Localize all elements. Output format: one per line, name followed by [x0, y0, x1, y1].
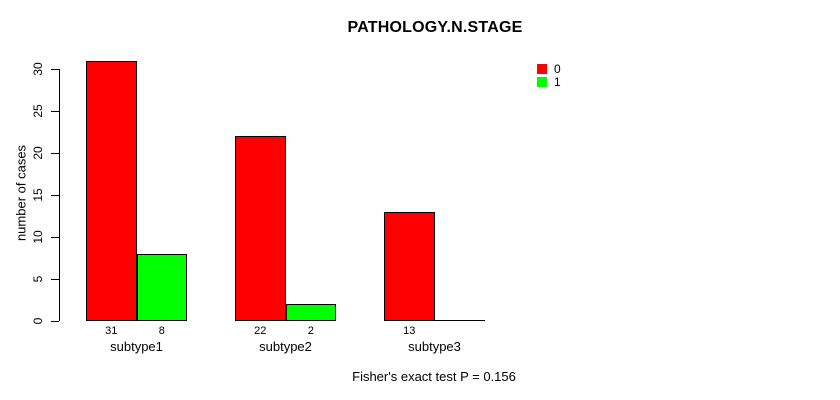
y-tick: [51, 68, 59, 70]
y-axis-line: [59, 68, 60, 321]
category-label-subtype3: subtype3: [408, 339, 461, 354]
bar-value-label: 2: [307, 325, 314, 337]
y-tick-label: 0: [31, 317, 45, 325]
y-tick: [51, 194, 59, 196]
y-tick-label: 5: [31, 275, 45, 283]
bar-subtype2-0: [235, 136, 286, 321]
bar-value-label: 22: [254, 325, 267, 337]
y-tick-label: 15: [31, 188, 45, 202]
y-tick: [51, 152, 59, 154]
bar-zero-subtype3-1: [434, 320, 485, 321]
legend-label: 1: [554, 75, 561, 89]
y-tick-label: 30: [31, 62, 45, 76]
bar-subtype1-0: [86, 60, 137, 321]
y-tick: [51, 110, 59, 112]
y-tick: [51, 236, 59, 238]
legend-item-0: 0: [537, 63, 561, 75]
chart-title: PATHOLOGY.N.STAGE: [347, 19, 523, 36]
y-tick-label: 20: [31, 146, 45, 160]
y-tick: [51, 320, 59, 322]
bar-subtype3-0: [384, 211, 435, 321]
y-tick-label: 10: [31, 230, 45, 244]
legend-swatch-1: [537, 77, 547, 87]
legend-label: 0: [554, 62, 561, 76]
y-tick: [51, 278, 59, 280]
bar-value-label: 13: [403, 325, 416, 337]
bar-value-label: 31: [105, 325, 118, 337]
bar-subtype1-1: [136, 253, 187, 321]
bar-value-label: 8: [158, 325, 165, 337]
legend-item-1: 1: [537, 76, 561, 88]
legend-swatch-0: [537, 64, 547, 74]
category-label-subtype1: subtype1: [110, 339, 163, 354]
caption: Fisher's exact test P = 0.156: [352, 369, 516, 384]
y-axis-label: number of cases: [13, 144, 29, 242]
bar-subtype2-1: [285, 304, 336, 321]
y-tick-label: 25: [31, 104, 45, 118]
category-label-subtype2: subtype2: [259, 339, 312, 354]
